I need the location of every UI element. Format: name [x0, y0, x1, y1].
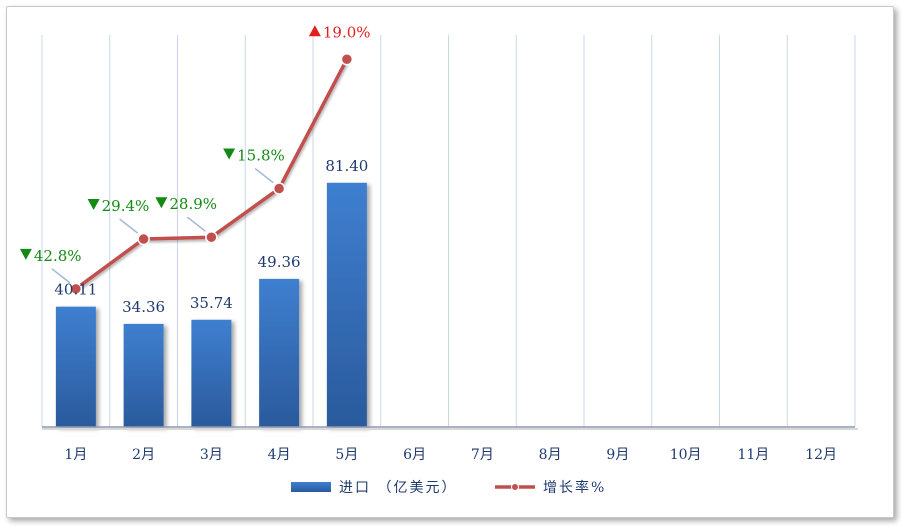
rate-value-label: 28.9% — [169, 195, 217, 213]
up-arrow-icon — [308, 25, 321, 37]
rate-value-label: 15.8% — [237, 147, 285, 165]
bar — [259, 278, 300, 427]
axis-layer: 1月 2月 3月 4月 5月 6月 7月 8月 9月 10月 11月 12月 — [42, 426, 858, 463]
down-arrow-icon — [19, 248, 32, 260]
rate-label-group: 28.9% — [155, 195, 217, 232]
bar-layer — [55, 182, 367, 427]
bar — [326, 182, 367, 427]
rate-label-group: 42.8% — [19, 247, 82, 284]
x-tick-label: 6月 — [403, 447, 426, 463]
x-tick-label: 9月 — [606, 447, 629, 463]
legend-line-marker — [511, 483, 519, 491]
bar-value-label: 40.11 — [54, 281, 97, 299]
x-tick-label: 5月 — [335, 447, 358, 463]
down-arrow-icon — [87, 199, 100, 211]
bar — [191, 319, 232, 427]
bar-value-label: 34.36 — [122, 298, 165, 316]
rate-leader-line — [119, 218, 139, 234]
label-layer: 40.11 34.36 35.74 49.36 81.40 42.8% 29.4% 28.9%… — [19, 23, 371, 316]
rate-marker — [205, 230, 218, 244]
rate-marker — [272, 182, 286, 195]
line-layer — [69, 53, 354, 296]
bar-value-label: 35.74 — [190, 294, 233, 312]
x-tick-label: 2月 — [132, 447, 155, 463]
rate-label-group: 19.0% — [308, 23, 371, 41]
legend-bar-swatch — [291, 482, 331, 492]
x-tick-label: 7月 — [471, 447, 494, 463]
rate-marker — [69, 282, 83, 296]
rate-marker — [137, 232, 150, 246]
grid-layer — [41, 35, 856, 427]
rate-leader-line — [254, 167, 274, 184]
x-tick-label: 4月 — [268, 447, 291, 463]
x-tick-label: 10月 — [670, 447, 702, 463]
bar-value-label: 81.40 — [325, 157, 368, 175]
rate-value-label: 19.0% — [323, 23, 371, 41]
chart-svg: 40.11 34.36 35.74 49.36 81.40 42.8% 29.4% 28.9%… — [19, 23, 858, 496]
x-tick-label: 1月 — [64, 447, 87, 463]
legend-bar-label: 进口 （亿美元） — [339, 480, 457, 496]
x-tick-label: 3月 — [200, 447, 223, 463]
x-tick-label: 11月 — [737, 447, 769, 463]
x-tick-label: 8月 — [539, 447, 562, 463]
bar — [123, 323, 164, 427]
rate-value-label: 29.4% — [102, 197, 150, 215]
rate-line — [74, 57, 349, 291]
legend-line-label: 增长率% — [543, 479, 606, 496]
legend: 进口 （亿美元） 增长率% — [291, 479, 606, 496]
bar — [55, 306, 96, 427]
down-arrow-icon — [223, 148, 236, 160]
rate-leader-line — [186, 216, 206, 232]
down-arrow-icon — [155, 197, 168, 209]
rate-leader-line — [51, 268, 71, 284]
rate-label-group: 15.8% — [223, 147, 285, 184]
bar-value-label: 49.36 — [258, 253, 301, 271]
chart-frame: 40.11 34.36 35.74 49.36 81.40 42.8% 29.4% 28.9%… — [6, 6, 894, 518]
x-tick-label: 12月 — [805, 447, 837, 463]
rate-value-label: 42.8% — [34, 247, 82, 265]
rate-marker — [340, 53, 354, 66]
rate-label-group: 29.4% — [87, 197, 150, 234]
